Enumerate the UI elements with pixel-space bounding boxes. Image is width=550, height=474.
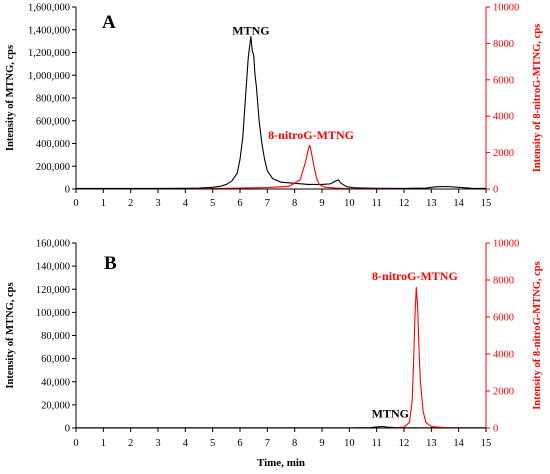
y-left-tick-label: 600,000 [36,116,70,127]
x-tick-label: 6 [237,198,242,209]
y-left-axis-title: Intensity of MTNG, cps [5,282,16,388]
y-left-tick-label: 80,000 [41,331,70,342]
y-left-tick-label: 40,000 [41,377,70,388]
peak-annotation: MTNG [372,407,409,421]
x-tick-label: 7 [265,438,270,449]
x-tick-label: 2 [128,438,133,449]
y-right-axis-title: Intensity of 8-nitroG-MTNG, cps [532,261,543,410]
x-tick-label: 11 [372,198,382,209]
y-left-axis-title: Intensity of MTNG, cps [5,45,16,151]
y-left-tick-label: 0 [65,185,70,196]
y-right-tick-label: 4000 [493,112,514,123]
series-line-red [76,144,486,190]
y-left-tick-label: 100,000 [36,308,70,319]
y-right-tick-label: 6000 [493,75,514,86]
x-tick-label: 7 [265,198,270,209]
x-tick-label: 9 [319,438,324,449]
x-tick-label: 2 [128,198,133,209]
x-tick-label: 12 [399,198,410,209]
panel-label: B [104,253,117,274]
y-right-tick-label: 4000 [493,350,514,361]
x-tick-label: 3 [155,438,160,449]
x-tick-label: 9 [319,198,324,209]
x-tick-label: 6 [237,438,242,449]
x-tick-label: 0 [73,438,78,449]
x-tick-label: 8 [292,198,297,209]
x-tick-label: 13 [426,438,437,449]
chart-panel-b: 0 1 2 3 4 5 6 7 8 9 10 11 12 13 14 15020,00040,00060,00… [5,239,543,470]
y-right-tick-label: 2000 [493,387,514,398]
x-tick-label: 5 [210,198,215,209]
y-left-tick-label: 120,000 [36,285,70,296]
y-left-tick-label: 0 [65,424,70,435]
y-right-tick-label: 0 [493,424,498,435]
x-tick-label: 12 [399,438,410,449]
peak-annotation: 8-nitroG-MTNG [268,128,354,142]
series-line-red [76,286,487,429]
y-left-tick-label: 400,000 [36,139,70,150]
x-tick-label: 10 [344,198,355,209]
panel-label: A [102,12,116,33]
y-right-axis-title: Intensity of 8-nitroG-MTNG, cps [532,24,543,173]
x-tick-label: 8 [292,438,297,449]
y-left-tick-label: 1,600,000 [28,3,70,14]
y-left-tick-label: 200,000 [36,162,70,173]
x-tick-label: 10 [344,438,355,449]
x-tick-label: 15 [481,438,492,449]
peak-annotation: MTNG [232,23,269,37]
y-left-tick-label: 160,000 [36,239,70,250]
y-left-tick-label: 20,000 [41,400,70,411]
x-tick-label: 14 [453,198,464,209]
series-line-black [76,36,487,189]
x-tick-label: 3 [155,198,160,209]
x-tick-label: 1 [101,438,106,449]
y-left-tick-label: 60,000 [41,354,70,365]
y-right-tick-label: 10000 [493,3,519,14]
y-left-tick-label: 1,400,000 [28,25,70,36]
y-right-tick-label: 10000 [493,239,519,250]
x-tick-label: 1 [101,198,106,209]
y-left-tick-label: 1,000,000 [28,71,70,82]
x-tick-label: 11 [372,438,382,449]
x-tick-label: 15 [481,198,492,209]
x-axis-title: Time, min [257,457,305,469]
x-tick-label: 4 [183,438,189,449]
peak-annotation: 8-nitroG-MTNG [372,269,458,283]
y-right-tick-label: 2000 [493,148,514,159]
y-left-tick-label: 1,200,000 [28,48,70,59]
y-left-tick-label: 800,000 [36,94,70,105]
y-left-tick-label: 140,000 [36,262,70,273]
y-right-tick-label: 8000 [493,276,514,287]
x-tick-label: 13 [426,198,437,209]
x-tick-label: 0 [73,198,78,209]
x-tick-label: 5 [210,438,215,449]
y-right-tick-label: 8000 [493,39,514,50]
y-right-tick-label: 0 [493,185,498,196]
chart-panel-a: 0 1 2 3 4 5 6 7 8 9 10 11 12 13 14 150200,000400,000600… [5,3,543,210]
x-tick-label: 4 [183,198,189,209]
x-tick-label: 14 [453,438,464,449]
y-right-tick-label: 6000 [493,313,514,324]
